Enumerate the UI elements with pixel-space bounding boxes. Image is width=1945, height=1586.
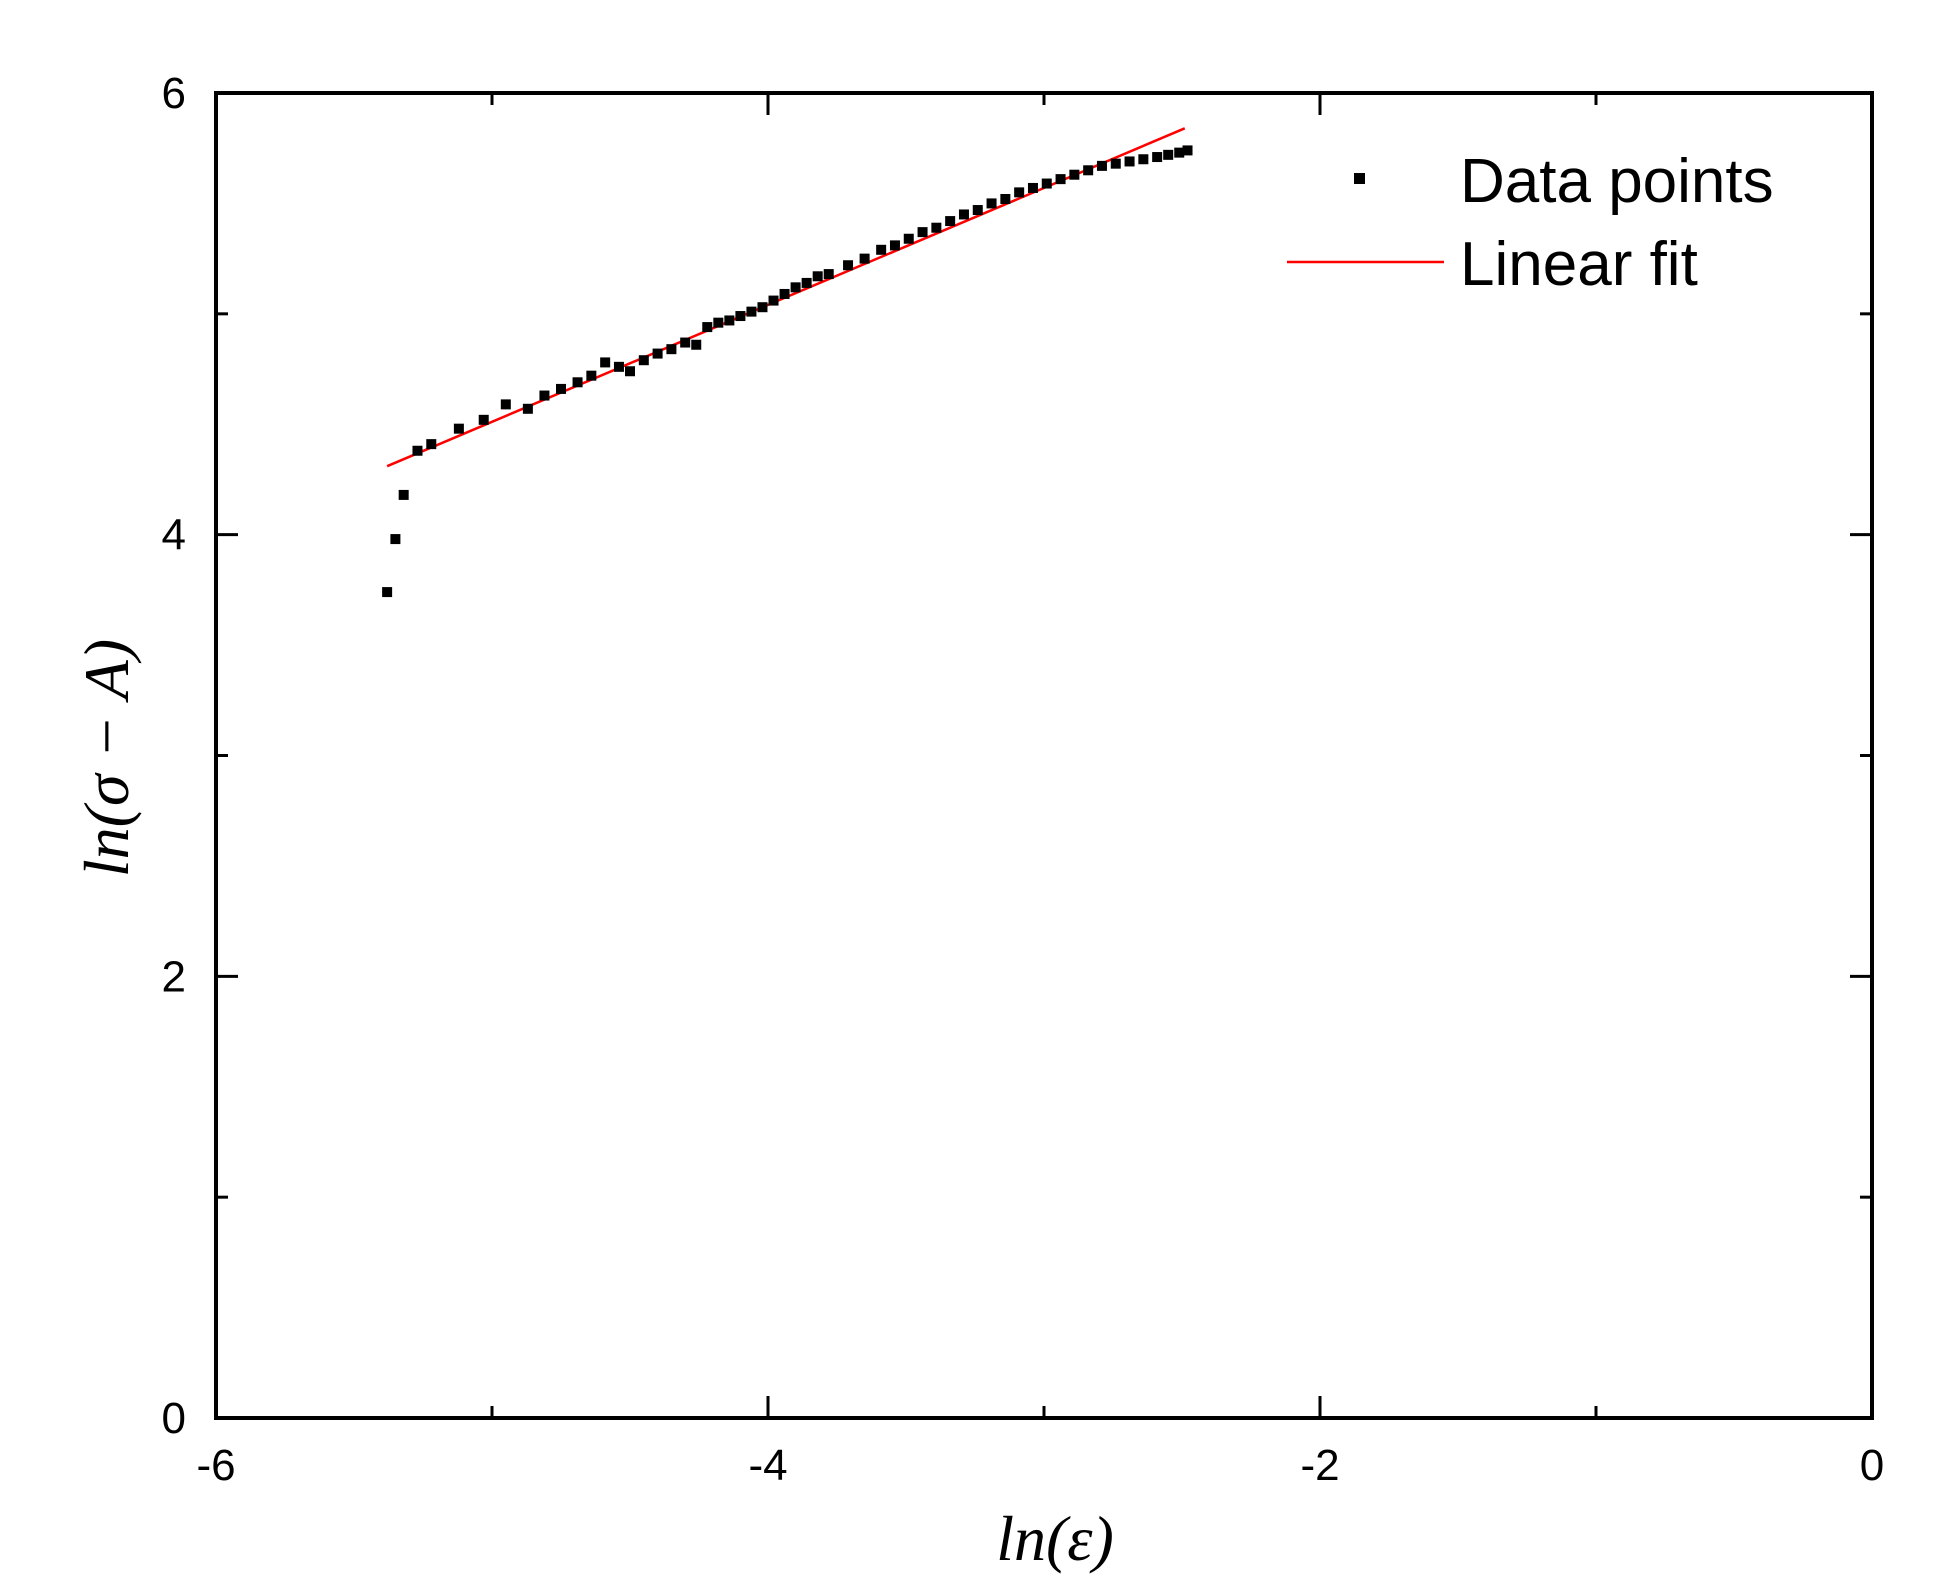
data-point <box>1096 160 1107 171</box>
data-point <box>1014 187 1025 198</box>
data-point <box>556 383 566 394</box>
legend-marker-data-points <box>1354 173 1365 184</box>
data-point <box>801 277 812 288</box>
data-point <box>1138 154 1149 165</box>
data-point <box>779 288 790 299</box>
data-point <box>666 344 677 355</box>
data-point <box>1041 178 1052 189</box>
data-point <box>768 295 779 306</box>
data-point <box>638 355 649 366</box>
data-point <box>876 244 887 255</box>
data-point <box>1182 145 1193 156</box>
data-point <box>1000 194 1011 204</box>
y-axis-title: ln(σ − A) <box>71 639 142 877</box>
data-point <box>1083 165 1094 176</box>
data-point <box>724 315 735 326</box>
data-point <box>412 445 423 456</box>
data-point <box>823 269 834 280</box>
data-point <box>539 390 550 401</box>
data-point <box>613 361 624 372</box>
data-point <box>702 322 713 333</box>
data-point <box>1069 169 1080 180</box>
data-point <box>478 414 489 425</box>
data-point <box>572 377 583 388</box>
data-point <box>453 423 464 434</box>
points-layer <box>382 145 1193 598</box>
y-tick-label: 2 <box>162 952 186 1001</box>
data-point <box>426 439 437 450</box>
data-point <box>1163 149 1174 160</box>
data-point <box>1152 152 1163 163</box>
data-point <box>1055 174 1066 185</box>
tick-labels-layer: -6 -4 -2 0 0 2 4 6 <box>162 69 1885 1490</box>
data-point <box>945 216 956 227</box>
data-point <box>812 271 823 282</box>
data-point <box>382 587 393 598</box>
data-point <box>972 205 983 216</box>
x-tick-label: 0 <box>1860 1441 1884 1490</box>
data-point <box>958 209 969 220</box>
data-point <box>1124 156 1135 167</box>
data-point <box>917 227 928 238</box>
legend-label-linear-fit: Linear fit <box>1460 230 1698 299</box>
data-point <box>625 366 635 377</box>
data-point <box>790 282 801 293</box>
data-point <box>843 260 854 271</box>
data-point <box>522 403 533 414</box>
x-axis-title: ln(ε) <box>996 1503 1114 1574</box>
data-point <box>500 399 511 410</box>
data-point <box>390 534 401 545</box>
data-point <box>713 317 724 328</box>
data-point <box>691 339 702 350</box>
data-point <box>986 198 997 209</box>
data-point <box>746 306 757 317</box>
data-point <box>680 337 691 348</box>
data-point <box>652 348 663 359</box>
data-point <box>1174 147 1185 158</box>
y-tick-label: 4 <box>162 511 186 560</box>
legend-label-data-points: Data points <box>1460 147 1774 216</box>
data-point <box>1027 182 1038 193</box>
legend: Data points Linear fit <box>1287 147 1774 299</box>
x-tick-label: -6 <box>196 1441 235 1490</box>
x-tick-label: -4 <box>748 1441 787 1490</box>
data-point <box>903 233 914 244</box>
data-point <box>931 222 942 233</box>
data-point <box>889 240 900 251</box>
y-tick-label: 6 <box>162 69 186 118</box>
data-point <box>859 253 870 264</box>
data-point <box>735 311 746 322</box>
plot-frame <box>214 91 1874 1420</box>
x-tick-label: -2 <box>1300 1441 1339 1490</box>
data-point <box>600 357 611 368</box>
data-point <box>1110 158 1121 169</box>
data-point <box>586 370 597 381</box>
y-tick-label: 0 <box>162 1394 186 1443</box>
data-point <box>757 302 768 313</box>
data-point <box>398 489 409 500</box>
